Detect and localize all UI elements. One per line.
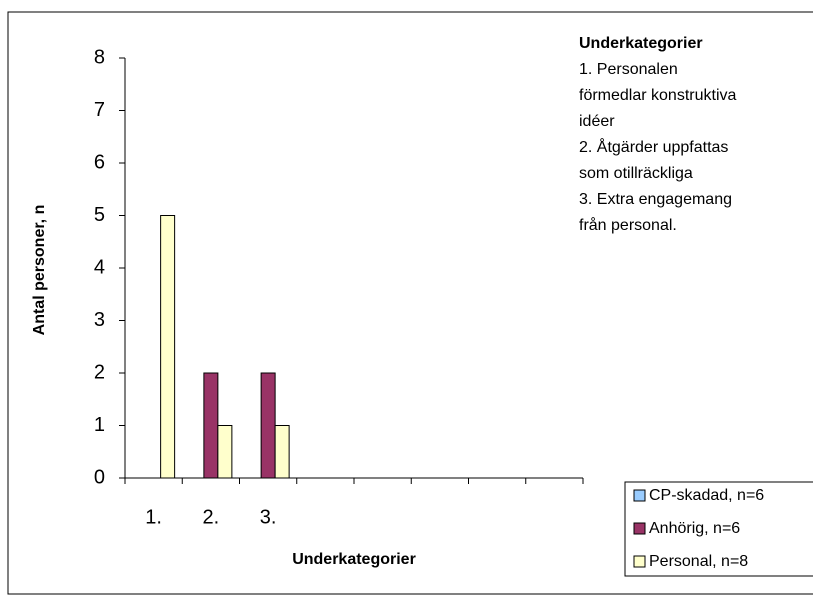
annotation-line: från personal. bbox=[579, 216, 677, 234]
y-tick-label: 1 bbox=[94, 414, 105, 436]
annotation-line: 2. Åtgärder uppfattas bbox=[579, 137, 728, 156]
y-tick-label: 5 bbox=[94, 204, 105, 226]
legend-swatch bbox=[633, 489, 646, 502]
x-tick-label: 3. bbox=[260, 506, 277, 528]
legend-label: Anhörig, n=6 bbox=[649, 520, 740, 537]
y-axis-title: Antal personer, n bbox=[31, 205, 48, 336]
y-tick-label: 7 bbox=[94, 99, 105, 121]
legend-box bbox=[624, 481, 813, 577]
y-tick-label: 0 bbox=[94, 466, 105, 488]
y-tick-label: 3 bbox=[94, 309, 105, 331]
bar bbox=[274, 425, 290, 479]
annotation-line: 3. Extra engagemang bbox=[579, 191, 732, 208]
y-tick-label: 8 bbox=[94, 46, 105, 68]
x-axis-title: Underkategorier bbox=[292, 551, 416, 568]
bar bbox=[260, 372, 276, 479]
legend-swatch bbox=[633, 555, 646, 568]
annotation-line: förmedlar konstruktiva bbox=[579, 87, 736, 104]
bar bbox=[203, 372, 219, 479]
bar bbox=[217, 425, 233, 479]
x-tick-label: 1. bbox=[145, 506, 162, 528]
legend-swatch bbox=[633, 522, 646, 535]
annotation-line: idéer bbox=[579, 113, 615, 130]
legend-label: Personal, n=8 bbox=[649, 553, 748, 570]
annotation-line: som otillräckliga bbox=[579, 165, 693, 182]
y-tick-label: 4 bbox=[94, 256, 105, 278]
y-tick-label: 6 bbox=[94, 151, 105, 173]
annotation-line: 1. Personalen bbox=[579, 61, 678, 78]
annotation-title: Underkategorier bbox=[579, 35, 703, 52]
bar bbox=[160, 215, 176, 479]
y-tick-label: 2 bbox=[94, 361, 105, 383]
x-tick-label: 2. bbox=[203, 506, 220, 528]
legend-label: CP-skadad, n=6 bbox=[649, 487, 764, 504]
chart-border bbox=[7, 11, 813, 595]
